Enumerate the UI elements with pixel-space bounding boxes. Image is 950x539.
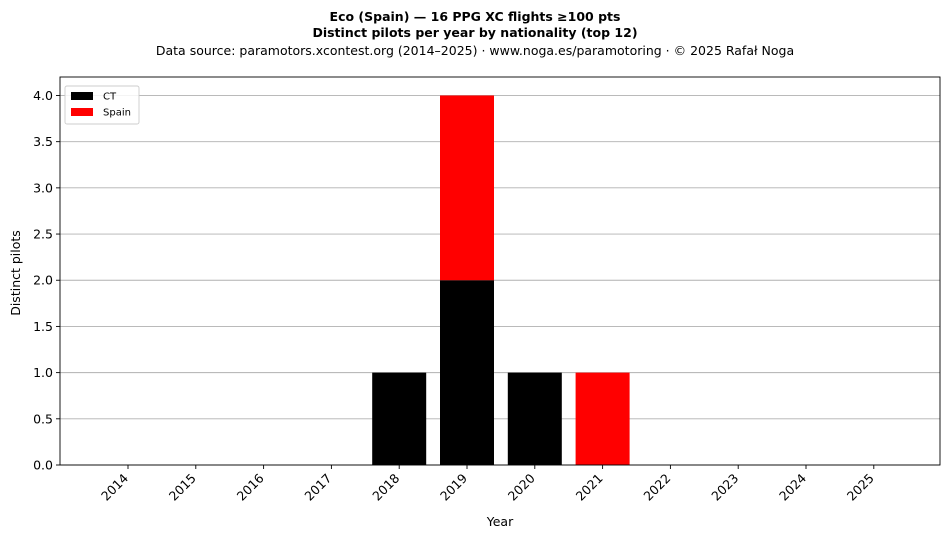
x-tick-label: 2017 xyxy=(301,471,334,504)
plot-frame xyxy=(59,76,941,466)
y-tick-label: 3.5 xyxy=(33,134,53,149)
x-tick-label: 2018 xyxy=(369,470,402,503)
y-tick-label: 1.5 xyxy=(33,319,53,334)
x-tick-label: 2015 xyxy=(166,471,199,504)
y-tick-label: 1.0 xyxy=(33,365,53,380)
x-tick-label: 2024 xyxy=(776,470,809,503)
x-tick-label: 2020 xyxy=(505,470,538,503)
legend-label-spain: Spain xyxy=(103,108,131,119)
legend: CT Spain xyxy=(64,85,140,125)
bars xyxy=(372,95,630,465)
chart-title-line-2: Distinct pilots per year by nationality … xyxy=(312,25,637,40)
x-tick-label: 2016 xyxy=(234,470,267,503)
bar-ct-2019 xyxy=(440,280,494,465)
bar-ct-2020 xyxy=(507,372,562,465)
x-tick-label: 2019 xyxy=(437,470,470,503)
chart-title-line-1: Eco (Spain) — 16 PPG XC flights ≥100 pts xyxy=(330,9,621,24)
y-axis-label: Distinct pilots xyxy=(8,230,23,316)
y-axis: 0.0 0.5 1.0 1.5 2.0 2.5 3.0 3.5 4.0 xyxy=(33,88,60,473)
x-tick-label: 2014 xyxy=(98,470,131,503)
legend-swatch-ct xyxy=(71,92,93,100)
y-tick-label: 2.5 xyxy=(33,227,53,242)
x-tick-label: 2021 xyxy=(573,471,606,504)
y-tick-label: 0.0 xyxy=(33,458,53,473)
x-tick-label: 2023 xyxy=(708,471,741,504)
x-axis: 2014 2015 2016 2017 2018 2019 2020 2021 2022 2023… xyxy=(98,465,877,504)
bar-ct-2018 xyxy=(372,372,427,465)
y-tick-label: 3.0 xyxy=(33,180,53,195)
legend-label-ct: CT xyxy=(103,92,117,103)
x-tick-label: 2022 xyxy=(640,471,673,504)
legend-swatch-spain xyxy=(71,108,93,116)
x-tick-label: 2025 xyxy=(844,471,877,504)
gridlines xyxy=(60,95,940,466)
chart-subtitle: Data source: paramotors.xcontest.org (20… xyxy=(156,43,794,58)
bar-spain-2019 xyxy=(440,95,494,281)
y-tick-label: 4.0 xyxy=(33,88,53,103)
y-tick-label: 0.5 xyxy=(33,411,53,426)
bar-spain-2021 xyxy=(575,372,630,465)
x-axis-label: Year xyxy=(486,514,514,529)
y-tick-label: 2.0 xyxy=(33,273,53,288)
